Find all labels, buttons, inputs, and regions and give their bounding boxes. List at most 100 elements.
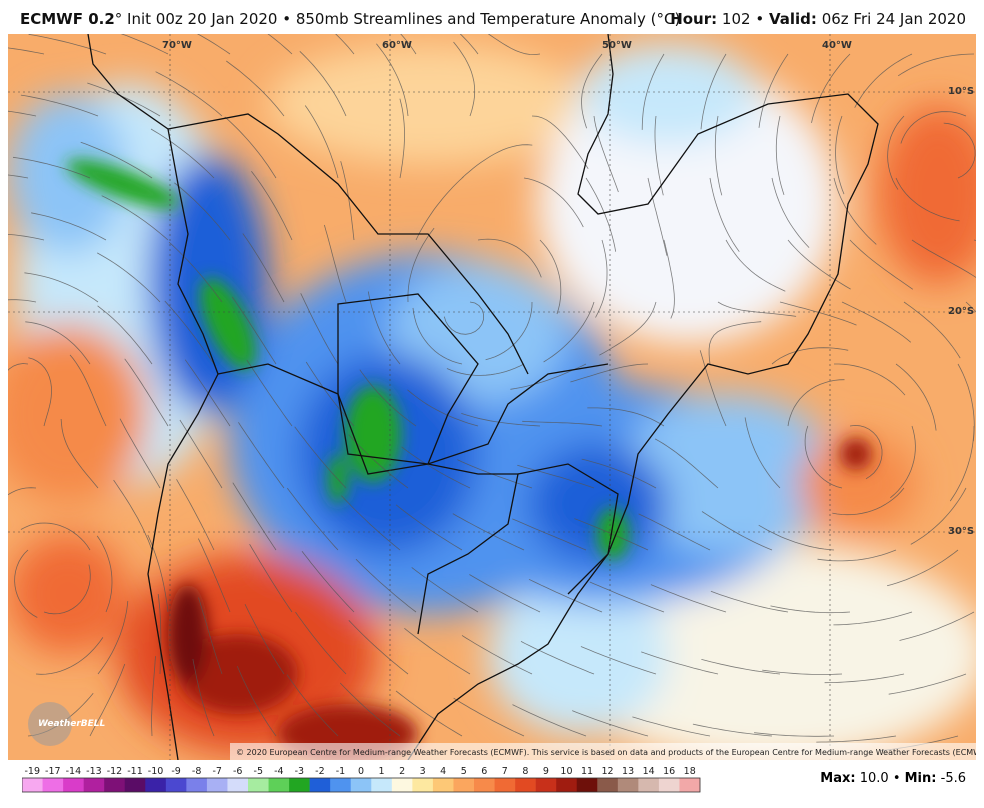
streamline <box>97 305 153 365</box>
streamline <box>407 389 479 427</box>
streamline <box>24 272 99 303</box>
streamline <box>305 361 355 427</box>
colorbar-cell <box>83 778 105 792</box>
streamline <box>487 34 541 56</box>
description: ° Init 00z 20 Jan 2020 • 850mb Streamlin… <box>114 10 681 28</box>
colorbar-cell <box>453 778 475 792</box>
colorbar-cell <box>289 778 310 792</box>
colorbar-cell <box>124 778 146 792</box>
colorbar-label: 0 <box>358 766 364 777</box>
streamline <box>395 504 463 551</box>
colorbar-frame <box>22 777 701 793</box>
streamline <box>708 321 762 365</box>
colorbar-label: 7 <box>502 766 508 777</box>
streamline <box>324 224 347 303</box>
lon-label: 70°W <box>162 40 192 51</box>
lon-label: 50°W <box>602 40 632 51</box>
streamline <box>236 666 277 737</box>
streamline <box>587 407 665 427</box>
colorbar-label: -2 <box>315 766 324 777</box>
streamline <box>80 141 153 179</box>
streamline <box>835 115 845 195</box>
streamline <box>543 301 595 363</box>
colorbar-cell <box>268 778 290 792</box>
colorbar-cell <box>474 778 495 792</box>
streamline <box>771 347 849 365</box>
hour: 102 <box>721 10 751 28</box>
temperature-field <box>8 34 976 760</box>
streamline <box>459 34 479 55</box>
streamline <box>198 597 223 675</box>
streamline <box>528 578 603 613</box>
streamline <box>817 549 897 562</box>
streamline <box>650 584 727 613</box>
streamline <box>226 60 285 117</box>
streamline <box>35 637 104 675</box>
streamlines <box>8 34 976 752</box>
lat-label: 20°S <box>948 306 974 317</box>
colorbar-label: 18 <box>684 766 696 777</box>
streamline <box>453 697 525 737</box>
streamline <box>232 482 277 551</box>
streamline <box>12 156 91 179</box>
streamline <box>244 604 285 675</box>
colorbar-label: 6 <box>481 766 487 777</box>
streamline <box>632 716 711 737</box>
streamline <box>949 425 975 502</box>
streamline <box>888 673 967 695</box>
streamline <box>647 177 668 256</box>
colorbar-label: -6 <box>233 766 242 777</box>
streamline <box>469 574 541 613</box>
copyright: © 2020 European Centre for Medium-range … <box>236 748 976 757</box>
streamline <box>399 98 405 179</box>
colorbar-label: -9 <box>171 766 180 777</box>
colorbar-label: -4 <box>274 766 283 777</box>
streamline <box>816 735 897 743</box>
min-label: Min: <box>904 771 937 786</box>
streamline <box>775 115 785 196</box>
streamline <box>895 177 960 222</box>
streamline <box>854 53 913 108</box>
colorbar-label: 5 <box>461 766 467 777</box>
streamline <box>231 296 277 365</box>
colorbar-label: -10 <box>148 766 164 777</box>
streamline <box>461 635 533 675</box>
colorbar-cell <box>638 778 660 792</box>
colorbar-label: 13 <box>622 766 634 777</box>
max-label: Max: <box>820 771 856 786</box>
streamline <box>965 301 976 313</box>
min: -5.6 <box>940 771 966 786</box>
streamline <box>400 34 417 55</box>
colorbar-label: 4 <box>440 766 446 777</box>
streamline <box>335 34 355 55</box>
streamline <box>899 611 975 641</box>
streamline <box>415 176 465 241</box>
streamline <box>886 549 959 587</box>
streamline <box>787 239 851 290</box>
streamline <box>295 611 347 675</box>
streamline <box>124 358 169 427</box>
streamline <box>833 611 913 626</box>
streamline <box>286 487 339 551</box>
colorbar-label: 1 <box>379 766 385 777</box>
streamline <box>367 291 401 365</box>
streamline <box>849 424 883 480</box>
colorbar-cell <box>165 778 187 792</box>
streamline <box>25 321 91 365</box>
colorbar-cell <box>494 778 516 792</box>
streamline <box>301 550 355 613</box>
colorbar-cell <box>248 778 269 792</box>
streamline <box>299 51 347 117</box>
streamline <box>97 252 161 303</box>
colorbar-cell <box>515 778 536 792</box>
valid: 06z Fri 24 Jan 2020 <box>821 10 966 28</box>
streamline <box>31 212 107 241</box>
streamline <box>714 115 723 196</box>
lat-label: 10°S <box>948 86 974 97</box>
streamline <box>654 115 664 196</box>
header-right: Hour: 102 • Valid: 06z Fri 24 Jan 2020 <box>670 10 966 28</box>
streamline <box>897 53 975 77</box>
colorbar-cell <box>350 778 372 792</box>
separator: • <box>755 10 765 28</box>
streamline <box>8 299 37 303</box>
